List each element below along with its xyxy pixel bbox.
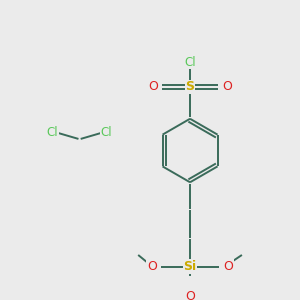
Text: O: O [222, 80, 232, 94]
Text: S: S [185, 80, 194, 94]
Text: O: O [148, 80, 158, 94]
Text: O: O [223, 260, 233, 273]
Text: O: O [185, 290, 195, 300]
Text: Cl: Cl [101, 125, 112, 139]
Text: Cl: Cl [47, 125, 58, 139]
Text: O: O [147, 260, 157, 273]
Text: Cl: Cl [184, 56, 196, 69]
Text: Si: Si [184, 260, 196, 273]
